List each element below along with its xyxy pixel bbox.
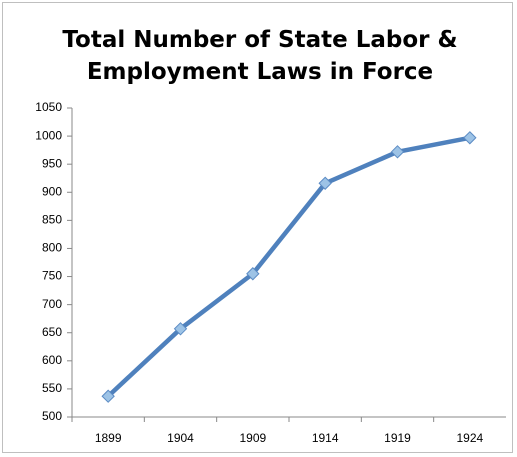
data-point <box>390 145 405 159</box>
x-tick-label: 1919 <box>384 431 411 445</box>
y-tick-label: 850 <box>42 213 62 227</box>
x-tick-label: 1909 <box>239 431 266 445</box>
y-tick-label: 950 <box>42 156 62 170</box>
chart-frame <box>2 2 513 453</box>
y-tick-label: 500 <box>42 409 62 423</box>
x-tick-label: 1924 <box>456 431 483 445</box>
data-point <box>246 267 260 281</box>
data-point <box>463 131 477 145</box>
y-tick-label: 1050 <box>35 100 62 114</box>
y-tick-label: 650 <box>42 325 62 339</box>
y-tick-label: 900 <box>42 184 62 198</box>
y-tick-label: 600 <box>42 353 62 367</box>
y-tick-label: 550 <box>42 381 62 395</box>
chart-title: Total Number of State Labor & Employment… <box>62 27 458 85</box>
data-point <box>101 389 115 403</box>
y-tick-label: 750 <box>42 269 62 283</box>
y-tick-label: 1000 <box>35 128 62 142</box>
data-point <box>318 176 332 190</box>
x-tick-label: 1904 <box>167 431 194 445</box>
y-tick-label: 800 <box>42 241 62 255</box>
x-tick-label: 1914 <box>312 431 339 445</box>
y-tick-label: 700 <box>42 297 62 311</box>
series-line <box>105 135 473 399</box>
data-point <box>173 322 188 336</box>
x-tick-label: 1899 <box>95 431 122 445</box>
